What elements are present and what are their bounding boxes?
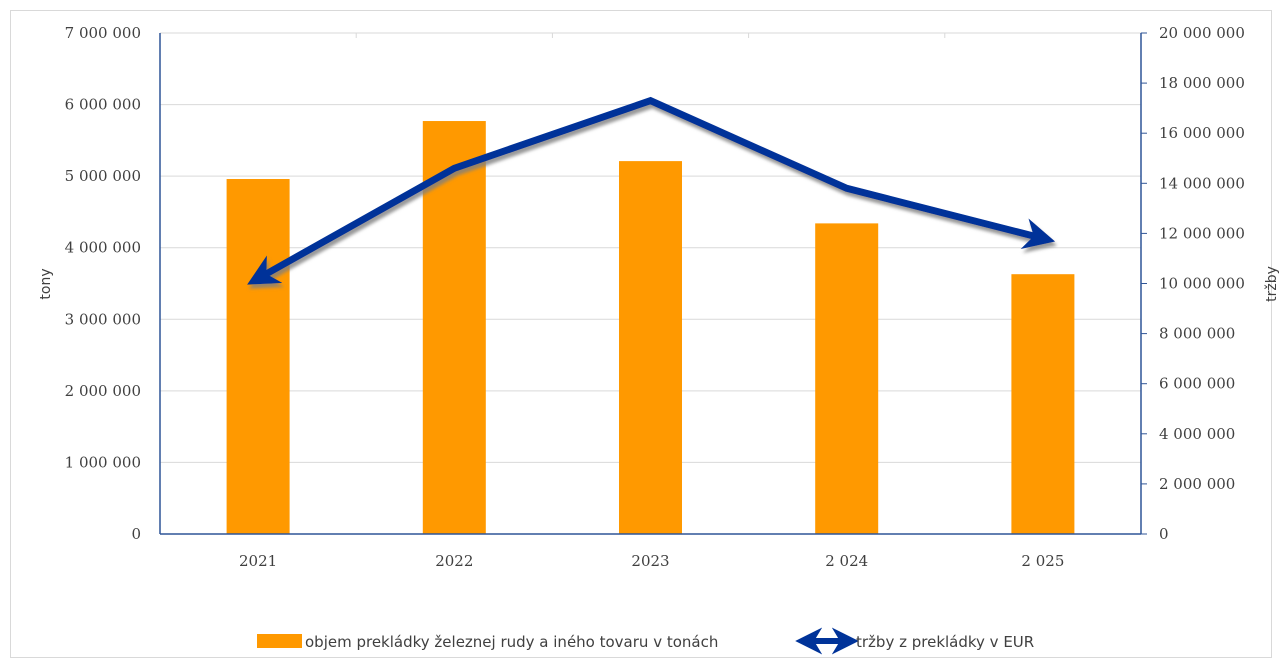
x-tick-label: 2 024 — [825, 552, 868, 570]
y-left-tick-label: 4 000 000 — [65, 239, 141, 257]
y-right-tick-label: 6 000 000 — [1159, 375, 1235, 393]
legend-bar-label: objem prekládky železnej rudy a iného to… — [305, 633, 718, 651]
y-left-tick-label: 5 000 000 — [65, 167, 141, 185]
legend-line-label: tržby z prekládky v EUR — [856, 633, 1034, 651]
y-right-tick-label: 10 000 000 — [1159, 275, 1245, 293]
bar — [226, 179, 290, 534]
y-left-tick-label: 2 000 000 — [65, 382, 141, 400]
y-right-tick-label: 4 000 000 — [1159, 425, 1235, 443]
bar — [815, 223, 879, 534]
y-right-tick-label: 16 000 000 — [1159, 124, 1245, 142]
y-right-tick-label: 12 000 000 — [1159, 224, 1245, 242]
axes — [159, 32, 1147, 535]
y-axis-left-title: tony — [38, 268, 54, 299]
bar-series — [226, 121, 1075, 534]
x-tick-label: 2 025 — [1021, 552, 1064, 570]
legend: objem prekládky železnej rudy a iného to… — [257, 627, 1034, 655]
bar — [422, 121, 486, 534]
y-left-tick-label: 1 000 000 — [65, 453, 141, 471]
bar — [1011, 274, 1075, 534]
x-tick-label: 2022 — [435, 552, 473, 570]
y-left-tick-label: 7 000 000 — [65, 24, 141, 42]
line-series — [247, 96, 1056, 285]
y-right-tick-label: 20 000 000 — [1159, 24, 1245, 42]
y-right-tick-label: 8 000 000 — [1159, 325, 1235, 343]
y-left-tick-label: 0 — [131, 525, 141, 543]
legend-bar-swatch — [257, 634, 302, 648]
x-tick-label: 2023 — [631, 552, 669, 570]
y-right-tick-label: 2 000 000 — [1159, 475, 1235, 493]
y-left-tick-label: 3 000 000 — [65, 310, 141, 328]
bar — [619, 161, 682, 534]
x-tick-label: 2021 — [239, 552, 277, 570]
y-right-tick-label: 14 000 000 — [1159, 174, 1245, 192]
y-right-tick-label: 0 — [1159, 525, 1169, 543]
tick-labels: 0 1 000 000 2 000 000 3 000 000 4 000 000 5 0… — [65, 24, 1245, 570]
y-right-tick-label: 18 000 000 — [1159, 74, 1245, 92]
y-axis-right-title: tržby — [1264, 266, 1280, 302]
y-left-tick-label: 6 000 000 — [65, 96, 141, 114]
